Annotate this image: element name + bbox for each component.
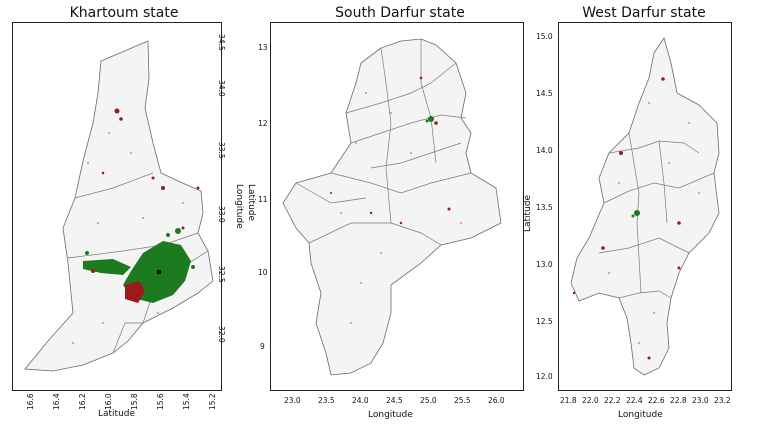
khartoum-y-tick: 34.0 [217, 80, 226, 97]
west-darfur-y-tick: 14.0 [536, 146, 553, 155]
khartoum-x-tick: 15.2 [208, 393, 217, 410]
south-darfur-xlabel: Longitude [368, 410, 413, 420]
khartoum-y-tick: 32.5 [217, 266, 226, 283]
west-darfur-y-tick: 15.0 [536, 32, 553, 41]
west-darfur-x-tick: 22.2 [604, 396, 621, 405]
south-darfur-y-tick: 13 [258, 43, 268, 52]
south-darfur-x-tick: 26.0 [488, 396, 505, 405]
south-darfur-vegetation [425, 116, 434, 123]
west-darfur-scatter [608, 102, 700, 344]
khartoum-title: Khartoum state [69, 5, 179, 21]
west-darfur-map [570, 37, 720, 376]
khartoum-settlements [91, 108, 200, 303]
west-darfur-y-tick: 13.0 [536, 260, 553, 269]
west-darfur-x-tick: 22.6 [648, 396, 665, 405]
west-darfur-y-tick: 13.5 [536, 203, 553, 212]
south-darfur-x-tick: 23.0 [284, 396, 301, 405]
west-darfur-x-tick: 23.2 [714, 396, 731, 405]
west-darfur-y-tick: 12.5 [536, 317, 553, 326]
west-darfur-vegetation [631, 210, 640, 218]
khartoum-map [24, 40, 214, 372]
khartoum-city-marker [157, 270, 161, 274]
khartoum-x-tick: 15.8 [130, 393, 139, 410]
south-darfur-y-tick: 12 [258, 119, 268, 128]
south-darfur-scatter [340, 92, 462, 324]
south-darfur-map [282, 38, 502, 376]
west-darfur-x-tick: 22.8 [670, 396, 687, 405]
khartoum-y-tick: 33.5 [217, 142, 226, 159]
khartoum-x-tick: 16.0 [104, 393, 113, 410]
west-darfur-x-tick: 21.8 [560, 396, 577, 405]
south-darfur-district-lines [295, 39, 472, 246]
khartoum-ylabel-right: Longitude [234, 184, 244, 229]
south-darfur-x-tick: 25.5 [454, 396, 471, 405]
khartoum-x-tick: 16.2 [78, 393, 87, 410]
west-darfur-y-tick: 12.0 [536, 372, 553, 381]
khartoum-ylabel-left: Latitude [246, 184, 256, 222]
west-darfur-x-tick: 23.0 [692, 396, 709, 405]
khartoum-y-tick: 32.0 [217, 326, 226, 343]
south-darfur-x-tick: 25.0 [420, 396, 437, 405]
west-darfur-x-tick: 22.0 [582, 396, 599, 405]
west-darfur-settlements [572, 77, 681, 360]
khartoum-x-tick: 16.4 [52, 393, 61, 410]
khartoum-xlabel: Latitude [98, 409, 136, 419]
west-darfur-xlabel: Longitude [618, 410, 663, 420]
khartoum-district-lines [67, 172, 209, 354]
khartoum-x-tick: 15.4 [182, 393, 191, 410]
west-darfur-title: West Darfur state [582, 5, 706, 21]
khartoum-y-tick: 34.5 [217, 34, 226, 51]
west-darfur-district-lines [598, 132, 715, 299]
south-darfur-state-boundary [282, 38, 502, 376]
south-darfur-y-tick: 10 [258, 268, 268, 277]
south-darfur-map-frame [270, 22, 524, 391]
south-darfur-x-tick: 24.5 [386, 396, 403, 405]
west-darfur-x-tick: 22.4 [626, 396, 643, 405]
khartoum-scatter [72, 132, 184, 344]
khartoum-map-frame [12, 22, 222, 391]
khartoum-y-tick: 33.0 [217, 206, 226, 223]
west-darfur-state-boundary [570, 37, 720, 376]
west-darfur-y-tick: 14.5 [536, 89, 553, 98]
khartoum-state-boundary [24, 40, 214, 372]
west-darfur-map-frame [558, 22, 732, 391]
south-darfur-settlements [330, 76, 451, 225]
south-darfur-y-tick: 11 [258, 195, 268, 204]
south-darfur-title: South Darfur state [335, 5, 465, 21]
khartoum-x-tick: 15.6 [156, 393, 165, 410]
west-darfur-ylabel: Latitude [523, 194, 533, 232]
south-darfur-x-tick: 23.5 [318, 396, 335, 405]
south-darfur-x-tick: 24.0 [352, 396, 369, 405]
khartoum-x-tick: 16.6 [26, 393, 35, 410]
south-darfur-y-tick: 9 [260, 342, 265, 351]
